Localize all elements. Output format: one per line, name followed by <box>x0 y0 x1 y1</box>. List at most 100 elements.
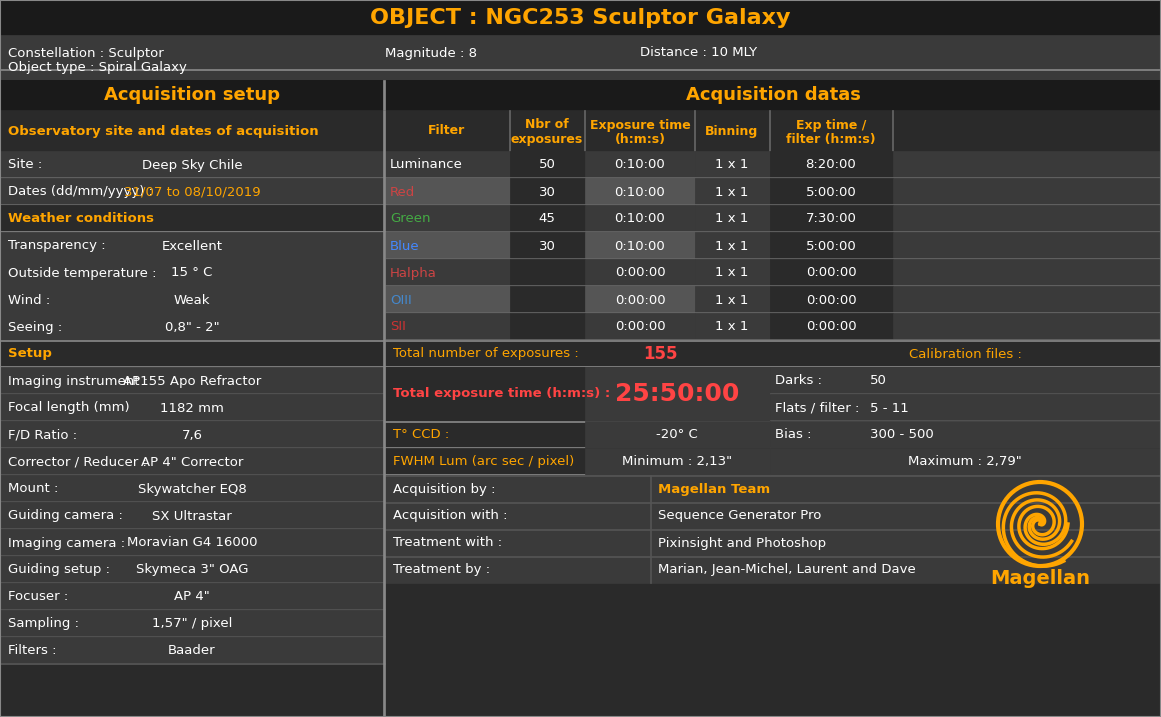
Text: Weak: Weak <box>174 293 210 306</box>
FancyBboxPatch shape <box>695 286 770 313</box>
Text: Treatment with :: Treatment with : <box>394 536 502 549</box>
FancyBboxPatch shape <box>510 259 585 286</box>
Text: 30: 30 <box>539 186 555 199</box>
FancyBboxPatch shape <box>770 232 893 259</box>
FancyBboxPatch shape <box>0 583 385 610</box>
Text: Filter: Filter <box>428 125 466 138</box>
Text: SX Ultrastar: SX Ultrastar <box>152 510 232 523</box>
Text: Outside temperature :: Outside temperature : <box>8 267 157 280</box>
FancyBboxPatch shape <box>383 80 385 110</box>
FancyBboxPatch shape <box>0 393 385 394</box>
FancyBboxPatch shape <box>695 259 770 286</box>
Text: 155: 155 <box>643 345 677 363</box>
FancyBboxPatch shape <box>0 80 385 110</box>
Text: 0:10:00: 0:10:00 <box>614 239 665 252</box>
FancyBboxPatch shape <box>0 582 385 583</box>
FancyBboxPatch shape <box>0 259 385 286</box>
FancyBboxPatch shape <box>0 474 385 475</box>
FancyBboxPatch shape <box>0 610 385 637</box>
Text: Dates (dd/mm/yyyy) :: Dates (dd/mm/yyyy) : <box>8 186 153 199</box>
Text: Acquisition with :: Acquisition with : <box>394 510 507 523</box>
FancyBboxPatch shape <box>385 502 1161 503</box>
Text: Imaging camera :: Imaging camera : <box>8 536 125 549</box>
FancyBboxPatch shape <box>0 258 1161 259</box>
FancyBboxPatch shape <box>0 313 385 340</box>
Text: Acquisition by :: Acquisition by : <box>394 483 496 495</box>
FancyBboxPatch shape <box>385 529 1161 530</box>
FancyBboxPatch shape <box>585 178 695 205</box>
FancyBboxPatch shape <box>770 151 893 178</box>
Text: 7:30:00: 7:30:00 <box>806 212 857 226</box>
FancyBboxPatch shape <box>0 69 1161 87</box>
FancyBboxPatch shape <box>695 313 770 340</box>
FancyBboxPatch shape <box>510 205 585 232</box>
FancyBboxPatch shape <box>893 259 1161 286</box>
FancyBboxPatch shape <box>893 340 1161 367</box>
FancyBboxPatch shape <box>385 367 585 421</box>
FancyBboxPatch shape <box>0 529 385 556</box>
Text: Halpha: Halpha <box>390 267 437 280</box>
Text: Magellan: Magellan <box>990 569 1090 589</box>
Text: Excellent: Excellent <box>161 239 223 252</box>
FancyBboxPatch shape <box>893 205 1161 232</box>
Text: Magellan Team: Magellan Team <box>658 483 770 495</box>
FancyBboxPatch shape <box>385 286 510 313</box>
FancyBboxPatch shape <box>0 69 1161 70</box>
FancyBboxPatch shape <box>0 0 1161 35</box>
Text: Mount :: Mount : <box>8 483 58 495</box>
FancyBboxPatch shape <box>385 340 1161 341</box>
Text: 0:10:00: 0:10:00 <box>614 212 665 226</box>
FancyBboxPatch shape <box>0 204 1161 205</box>
Text: 0:10:00: 0:10:00 <box>614 158 665 171</box>
FancyBboxPatch shape <box>510 178 585 205</box>
Text: Distance : 10 MLY: Distance : 10 MLY <box>640 47 757 60</box>
Text: 5 - 11: 5 - 11 <box>870 402 909 414</box>
Text: Moravian G4 16000: Moravian G4 16000 <box>127 536 258 549</box>
FancyBboxPatch shape <box>0 367 385 394</box>
FancyBboxPatch shape <box>0 421 385 448</box>
Text: 8:20:00: 8:20:00 <box>806 158 857 171</box>
FancyBboxPatch shape <box>0 110 385 151</box>
FancyBboxPatch shape <box>0 340 385 367</box>
Text: 30: 30 <box>539 239 555 252</box>
FancyBboxPatch shape <box>510 286 585 313</box>
FancyBboxPatch shape <box>0 205 385 232</box>
Text: Constellation : Sculptor: Constellation : Sculptor <box>8 47 164 60</box>
FancyBboxPatch shape <box>385 529 1161 556</box>
Text: 0,8" - 2": 0,8" - 2" <box>165 320 219 333</box>
Text: Exposure time: Exposure time <box>590 118 691 131</box>
FancyBboxPatch shape <box>585 286 695 313</box>
FancyBboxPatch shape <box>770 393 1161 394</box>
FancyBboxPatch shape <box>0 231 385 232</box>
Text: 1 x 1: 1 x 1 <box>715 267 749 280</box>
FancyBboxPatch shape <box>585 421 770 448</box>
FancyBboxPatch shape <box>585 367 770 421</box>
FancyBboxPatch shape <box>0 259 385 286</box>
FancyBboxPatch shape <box>385 151 510 178</box>
Text: Imaging instrument :: Imaging instrument : <box>8 374 149 387</box>
Text: Object type : Spiral Galaxy: Object type : Spiral Galaxy <box>8 62 187 75</box>
FancyBboxPatch shape <box>510 232 585 259</box>
FancyBboxPatch shape <box>770 420 1161 421</box>
Text: Focuser :: Focuser : <box>8 591 68 604</box>
Text: Pixinsight and Photoshop: Pixinsight and Photoshop <box>658 536 827 549</box>
Text: 1 x 1: 1 x 1 <box>715 186 749 199</box>
Text: 5:00:00: 5:00:00 <box>806 239 857 252</box>
FancyBboxPatch shape <box>0 177 1161 178</box>
Text: Acquisition datas: Acquisition datas <box>685 86 860 104</box>
FancyBboxPatch shape <box>510 151 585 178</box>
FancyBboxPatch shape <box>0 35 1161 69</box>
Text: 5:00:00: 5:00:00 <box>806 186 857 199</box>
FancyBboxPatch shape <box>770 205 893 232</box>
Text: 1,57" / pixel: 1,57" / pixel <box>152 617 232 630</box>
Text: -20° C: -20° C <box>656 429 698 442</box>
Text: Skywatcher EQ8: Skywatcher EQ8 <box>138 483 246 495</box>
FancyBboxPatch shape <box>893 286 1161 313</box>
FancyBboxPatch shape <box>0 178 385 205</box>
Text: 1 x 1: 1 x 1 <box>715 320 749 333</box>
FancyBboxPatch shape <box>385 313 510 340</box>
Text: Luminance: Luminance <box>390 158 463 171</box>
Text: 1 x 1: 1 x 1 <box>715 239 749 252</box>
Text: Darks :: Darks : <box>776 374 822 387</box>
Text: 1 x 1: 1 x 1 <box>715 158 749 171</box>
